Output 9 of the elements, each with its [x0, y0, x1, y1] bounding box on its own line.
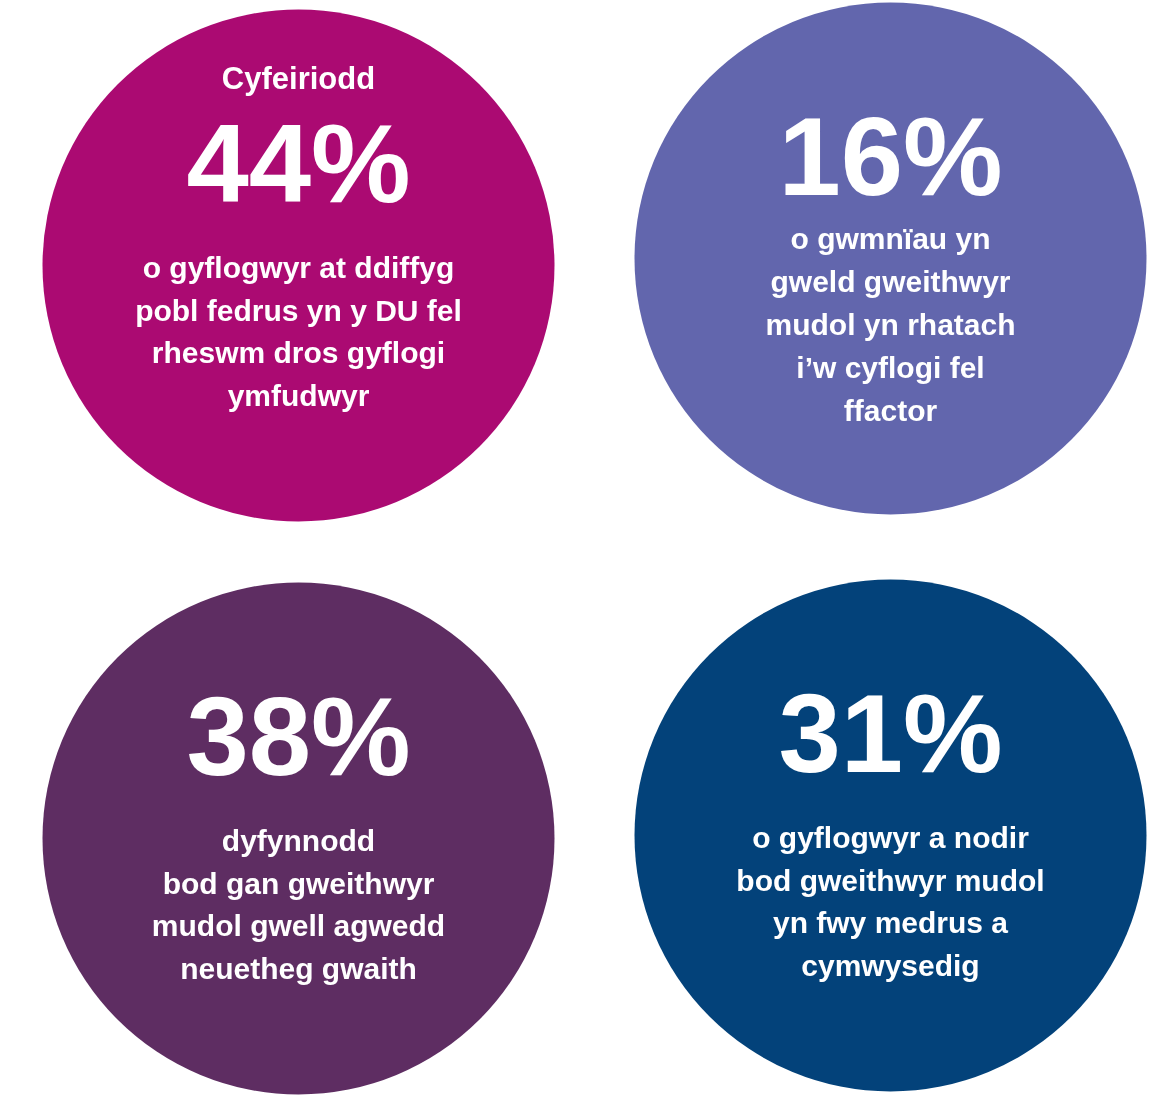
category-label: o gyflogwyr at ddiffyg pobl fedrus yn y DU fel rheswm dros gyflogi ymfudwyr — [135, 250, 462, 413]
text: Cyfeiriodd — [221, 61, 376, 96]
category-label: o gwmnïau yn gweld gweithwyr mudol yn rhatach i’w cyflogi fel ffactor — [765, 222, 1016, 427]
category-label: dyfynnodd bod gan gweithwyr mudol gwell agwedd neuetheg gwaith — [151, 823, 446, 986]
data-label: 16% — [778, 94, 1003, 219]
category-label: o gyflogwyr a nodir bod gweithwyr mudol yn fwy medrus a cymwysedig — [736, 820, 1045, 983]
data-label: 44% — [186, 101, 411, 226]
data-label: 38% — [186, 674, 411, 799]
data-label: 31% — [778, 671, 1003, 796]
